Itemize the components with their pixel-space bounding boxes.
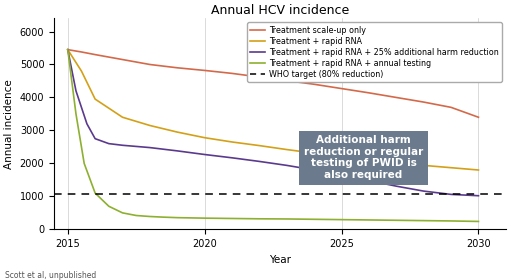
- Legend: Treatment scale-up only, Treatment + rapid RNA, Treatment + rapid RNA + 25% addi: Treatment scale-up only, Treatment + rap…: [246, 22, 501, 82]
- Treatment + rapid RNA + 25% additional harm reduction: [174, 149, 180, 153]
- Treatment + rapid RNA: [65, 48, 71, 51]
- Treatment + rapid RNA: [92, 97, 98, 101]
- Treatment + rapid RNA + 25% additional harm reduction: [83, 122, 90, 125]
- Treatment + rapid RNA: [256, 144, 262, 147]
- Treatment scale-up only: [474, 116, 480, 119]
- Treatment scale-up only: [119, 58, 125, 61]
- Treatment + rapid RNA + annual testing: [65, 48, 71, 51]
- Treatment + rapid RNA + 25% additional harm reduction: [65, 48, 71, 51]
- Title: Annual HCV incidence: Annual HCV incidence: [210, 4, 348, 17]
- Treatment + rapid RNA + annual testing: [73, 112, 79, 116]
- Treatment + rapid RNA + annual testing: [92, 192, 98, 195]
- Treatment + rapid RNA: [283, 148, 289, 151]
- Treatment + rapid RNA + 25% additional harm reduction: [256, 160, 262, 163]
- Treatment + rapid RNA: [229, 140, 235, 144]
- Treatment scale-up only: [392, 96, 399, 99]
- Treatment scale-up only: [365, 91, 371, 95]
- Treatment + rapid RNA + annual testing: [474, 220, 480, 223]
- Treatment + rapid RNA + 25% additional harm reduction: [283, 164, 289, 167]
- Treatment scale-up only: [174, 66, 180, 69]
- Treatment + rapid RNA: [338, 155, 344, 158]
- Treatment + rapid RNA + annual testing: [310, 218, 317, 221]
- Treatment scale-up only: [256, 75, 262, 79]
- Treatment + rapid RNA + 25% additional harm reduction: [447, 193, 453, 196]
- Treatment + rapid RNA + 25% additional harm reduction: [119, 144, 125, 147]
- Treatment + rapid RNA + 25% additional harm reduction: [392, 185, 399, 188]
- Treatment + rapid RNA + 25% additional harm reduction: [420, 190, 426, 193]
- Treatment + rapid RNA + 25% additional harm reduction: [92, 137, 98, 140]
- Line: Treatment scale-up only: Treatment scale-up only: [68, 50, 477, 117]
- Line: Treatment + rapid RNA + 25% additional harm reduction: Treatment + rapid RNA + 25% additional h…: [68, 50, 477, 196]
- Treatment + rapid RNA + annual testing: [283, 217, 289, 221]
- Treatment + rapid RNA + annual testing: [119, 211, 125, 214]
- Text: Scott et al, unpublished: Scott et al, unpublished: [5, 271, 96, 280]
- X-axis label: Year: Year: [268, 255, 290, 265]
- Treatment scale-up only: [92, 53, 98, 56]
- Treatment scale-up only: [447, 106, 453, 109]
- Treatment + rapid RNA + 25% additional harm reduction: [338, 173, 344, 177]
- Treatment + rapid RNA + annual testing: [201, 216, 207, 220]
- Treatment scale-up only: [283, 79, 289, 82]
- Treatment + rapid RNA: [447, 166, 453, 169]
- Treatment + rapid RNA + annual testing: [160, 216, 166, 219]
- Line: Treatment + rapid RNA: Treatment + rapid RNA: [68, 50, 477, 170]
- Treatment + rapid RNA + annual testing: [447, 219, 453, 223]
- Treatment scale-up only: [338, 87, 344, 90]
- Treatment + rapid RNA + 25% additional harm reduction: [365, 179, 371, 182]
- Treatment + rapid RNA: [147, 124, 153, 127]
- Treatment + rapid RNA + annual testing: [229, 217, 235, 220]
- Treatment + rapid RNA + 25% additional harm reduction: [201, 153, 207, 156]
- Treatment + rapid RNA + annual testing: [365, 218, 371, 222]
- Treatment + rapid RNA: [78, 69, 84, 73]
- Treatment + rapid RNA: [420, 164, 426, 167]
- Treatment + rapid RNA + annual testing: [338, 218, 344, 221]
- Treatment + rapid RNA + 25% additional harm reduction: [73, 89, 79, 93]
- Treatment scale-up only: [78, 50, 84, 54]
- Treatment + rapid RNA + 25% additional harm reduction: [147, 146, 153, 149]
- Treatment + rapid RNA + annual testing: [174, 216, 180, 219]
- Treatment + rapid RNA: [474, 168, 480, 172]
- Treatment scale-up only: [147, 63, 153, 66]
- Treatment scale-up only: [229, 72, 235, 75]
- Treatment + rapid RNA: [174, 130, 180, 134]
- Treatment + rapid RNA + 25% additional harm reduction: [474, 194, 480, 197]
- Y-axis label: Annual incidence: Annual incidence: [4, 79, 14, 169]
- Treatment scale-up only: [420, 101, 426, 104]
- Treatment + rapid RNA + annual testing: [420, 219, 426, 222]
- Treatment scale-up only: [310, 83, 317, 86]
- Treatment + rapid RNA: [201, 136, 207, 139]
- Treatment + rapid RNA: [310, 151, 317, 155]
- Treatment + rapid RNA: [392, 162, 399, 165]
- Treatment + rapid RNA + annual testing: [147, 215, 153, 218]
- Treatment + rapid RNA + annual testing: [133, 214, 139, 217]
- Treatment + rapid RNA: [365, 158, 371, 162]
- Treatment + rapid RNA + 25% additional harm reduction: [105, 142, 111, 145]
- Treatment + rapid RNA + 25% additional harm reduction: [310, 168, 317, 172]
- Treatment + rapid RNA + 25% additional harm reduction: [229, 156, 235, 160]
- Treatment scale-up only: [65, 48, 71, 51]
- Line: Treatment + rapid RNA + annual testing: Treatment + rapid RNA + annual testing: [68, 50, 477, 221]
- Treatment + rapid RNA: [119, 116, 125, 119]
- Treatment + rapid RNA + annual testing: [81, 162, 87, 165]
- Text: Additional harm
reduction or regular
testing of PWID is
also required: Additional harm reduction or regular tes…: [303, 135, 422, 180]
- Treatment + rapid RNA + annual testing: [105, 205, 111, 208]
- Treatment + rapid RNA + annual testing: [256, 217, 262, 220]
- Treatment scale-up only: [201, 69, 207, 72]
- Treatment + rapid RNA + annual testing: [392, 219, 399, 222]
